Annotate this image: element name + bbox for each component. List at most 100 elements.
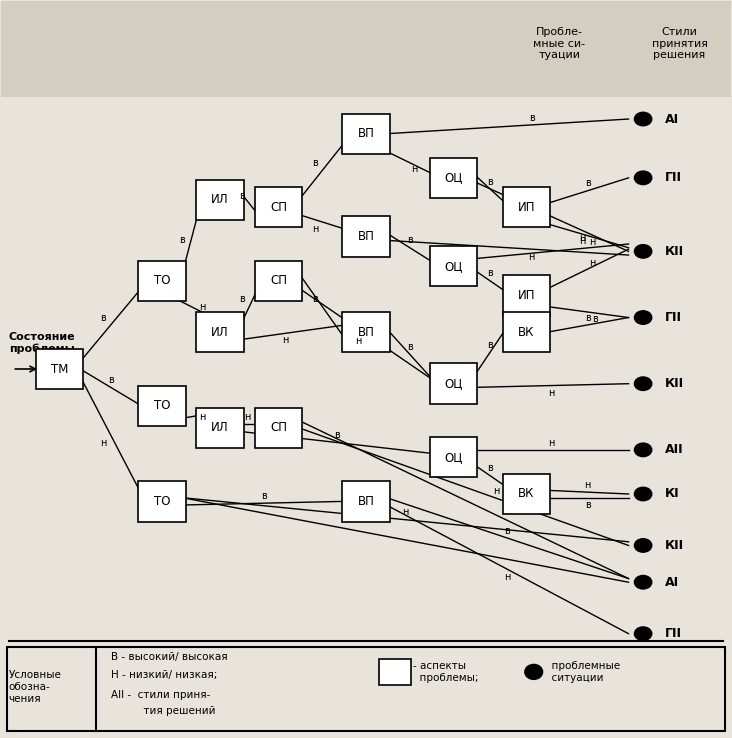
Text: в: в bbox=[487, 463, 493, 473]
Text: проблемные
  ситуации: проблемные ситуации bbox=[545, 661, 620, 683]
FancyBboxPatch shape bbox=[36, 349, 83, 389]
FancyBboxPatch shape bbox=[379, 659, 411, 685]
Text: в: в bbox=[179, 235, 184, 244]
Text: н: н bbox=[244, 412, 251, 422]
Text: в: в bbox=[407, 235, 413, 245]
Text: КII: КII bbox=[665, 245, 684, 258]
FancyBboxPatch shape bbox=[503, 275, 550, 316]
Text: ИП: ИП bbox=[518, 201, 535, 214]
Text: в: в bbox=[407, 342, 413, 352]
Text: в: в bbox=[261, 491, 266, 501]
Text: в: в bbox=[585, 500, 591, 510]
Text: ВК: ВК bbox=[518, 325, 534, 339]
Text: ИП: ИП bbox=[518, 289, 535, 302]
FancyBboxPatch shape bbox=[196, 312, 244, 353]
Ellipse shape bbox=[635, 171, 651, 184]
Text: в: в bbox=[239, 191, 245, 201]
Text: н: н bbox=[548, 438, 554, 447]
FancyBboxPatch shape bbox=[503, 312, 550, 353]
Text: ОЦ: ОЦ bbox=[444, 260, 463, 272]
Text: н: н bbox=[198, 412, 205, 422]
FancyBboxPatch shape bbox=[1, 1, 731, 97]
Ellipse shape bbox=[635, 627, 651, 641]
Text: ТМ: ТМ bbox=[51, 362, 68, 376]
Text: н: н bbox=[548, 388, 554, 398]
Ellipse shape bbox=[635, 487, 651, 500]
Text: ГII: ГII bbox=[665, 311, 682, 324]
Text: в: в bbox=[334, 430, 340, 440]
Text: в: в bbox=[487, 176, 493, 187]
Text: ТО: ТО bbox=[154, 275, 170, 287]
Text: н: н bbox=[589, 258, 595, 268]
Text: КI: КI bbox=[665, 488, 679, 500]
FancyBboxPatch shape bbox=[255, 187, 302, 227]
Text: н: н bbox=[584, 480, 591, 490]
Ellipse shape bbox=[635, 311, 651, 324]
Text: ТО: ТО bbox=[154, 495, 170, 508]
Text: СП: СП bbox=[270, 275, 287, 287]
Text: ГII: ГII bbox=[665, 171, 682, 184]
Text: ОЦ: ОЦ bbox=[444, 377, 463, 390]
Text: АII -  стили приня-: АII - стили приня- bbox=[111, 690, 210, 700]
Ellipse shape bbox=[525, 664, 542, 679]
Text: В - высокий/ высокая: В - высокий/ высокая bbox=[111, 652, 228, 662]
FancyBboxPatch shape bbox=[343, 481, 389, 522]
Text: AI: AI bbox=[665, 112, 679, 125]
Text: н: н bbox=[529, 252, 535, 261]
Text: н: н bbox=[283, 334, 289, 345]
Ellipse shape bbox=[635, 112, 651, 125]
Text: в: в bbox=[239, 294, 245, 304]
Text: АII: АII bbox=[665, 444, 684, 456]
Text: Стили
принятия
решения: Стили принятия решения bbox=[651, 27, 708, 61]
Text: н: н bbox=[402, 507, 408, 517]
Ellipse shape bbox=[635, 245, 651, 258]
Text: н: н bbox=[356, 337, 362, 346]
Text: в: в bbox=[592, 314, 598, 325]
FancyBboxPatch shape bbox=[138, 261, 185, 301]
FancyBboxPatch shape bbox=[343, 216, 389, 257]
Text: ВП: ВП bbox=[357, 325, 375, 339]
Text: СП: СП bbox=[270, 421, 287, 435]
Text: н: н bbox=[579, 232, 586, 243]
Text: н: н bbox=[312, 224, 318, 234]
Text: Условные
обозна-
чения: Условные обозна- чения bbox=[9, 670, 61, 703]
Text: ОЦ: ОЦ bbox=[444, 451, 463, 463]
Text: КII: КII bbox=[665, 377, 684, 390]
Text: н: н bbox=[493, 486, 500, 496]
Text: н: н bbox=[100, 438, 107, 447]
Text: в: в bbox=[100, 312, 106, 323]
Text: ВП: ВП bbox=[357, 495, 375, 508]
FancyBboxPatch shape bbox=[430, 246, 477, 286]
Text: н: н bbox=[504, 572, 511, 582]
FancyBboxPatch shape bbox=[430, 437, 477, 477]
FancyBboxPatch shape bbox=[255, 407, 302, 448]
Text: в: в bbox=[312, 294, 318, 304]
Ellipse shape bbox=[635, 576, 651, 589]
Text: в: в bbox=[312, 158, 318, 168]
FancyBboxPatch shape bbox=[503, 474, 550, 514]
FancyBboxPatch shape bbox=[430, 364, 477, 404]
FancyBboxPatch shape bbox=[430, 158, 477, 198]
FancyBboxPatch shape bbox=[343, 114, 389, 154]
FancyBboxPatch shape bbox=[255, 261, 302, 301]
Text: ГII: ГII bbox=[665, 627, 682, 640]
Ellipse shape bbox=[635, 377, 651, 390]
Ellipse shape bbox=[635, 539, 651, 552]
Text: н: н bbox=[589, 237, 595, 247]
Text: н: н bbox=[579, 236, 586, 246]
Text: ИЛ: ИЛ bbox=[212, 193, 229, 207]
Text: в: в bbox=[504, 525, 510, 536]
Text: в: в bbox=[487, 269, 493, 278]
Text: Состояние
проблемы: Состояние проблемы bbox=[9, 332, 75, 354]
Text: н: н bbox=[198, 302, 205, 311]
Text: в: в bbox=[487, 340, 493, 350]
FancyBboxPatch shape bbox=[138, 385, 185, 426]
Text: - аспекты
  проблемы;: - аспекты проблемы; bbox=[414, 661, 479, 683]
FancyBboxPatch shape bbox=[343, 312, 389, 353]
FancyBboxPatch shape bbox=[196, 179, 244, 220]
Text: ТО: ТО bbox=[154, 399, 170, 413]
Text: ОЦ: ОЦ bbox=[444, 171, 463, 184]
Text: тия решений: тия решений bbox=[111, 706, 215, 716]
Text: ИЛ: ИЛ bbox=[212, 325, 229, 339]
Text: СП: СП bbox=[270, 201, 287, 214]
